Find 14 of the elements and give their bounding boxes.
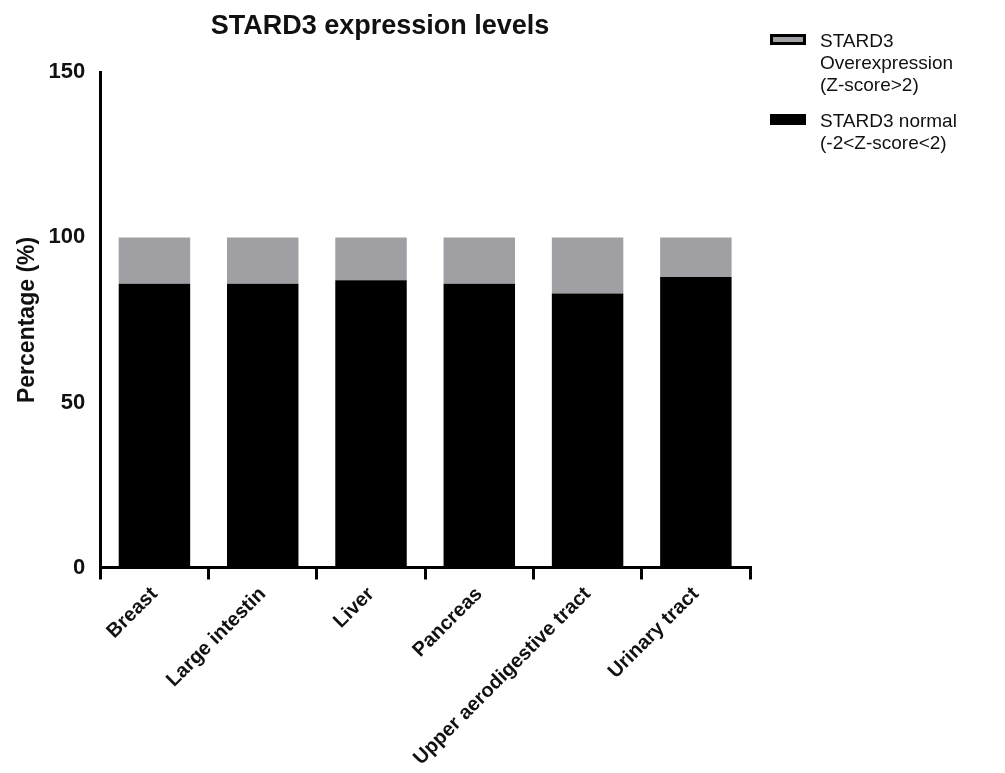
- bar: [118, 237, 191, 284]
- y-tick-label: 100: [48, 223, 86, 249]
- chart-title: STARD3 expression levels: [210, 9, 550, 40]
- legend-label: STARD3 Overexpression (Z-score>2): [820, 30, 955, 96]
- y-tick-label: 50: [60, 388, 86, 414]
- y-tick-label: 150: [48, 58, 86, 84]
- bar: [660, 237, 732, 278]
- bar: [443, 237, 516, 284]
- bar: [335, 237, 407, 281]
- legend-label: STARD3 normal (-2<Z-score<2): [820, 110, 958, 154]
- bar: [227, 237, 299, 284]
- y-tick-label: 0: [73, 553, 86, 579]
- y-axis-title: Percentage (%): [13, 236, 40, 404]
- bar: [551, 237, 624, 294]
